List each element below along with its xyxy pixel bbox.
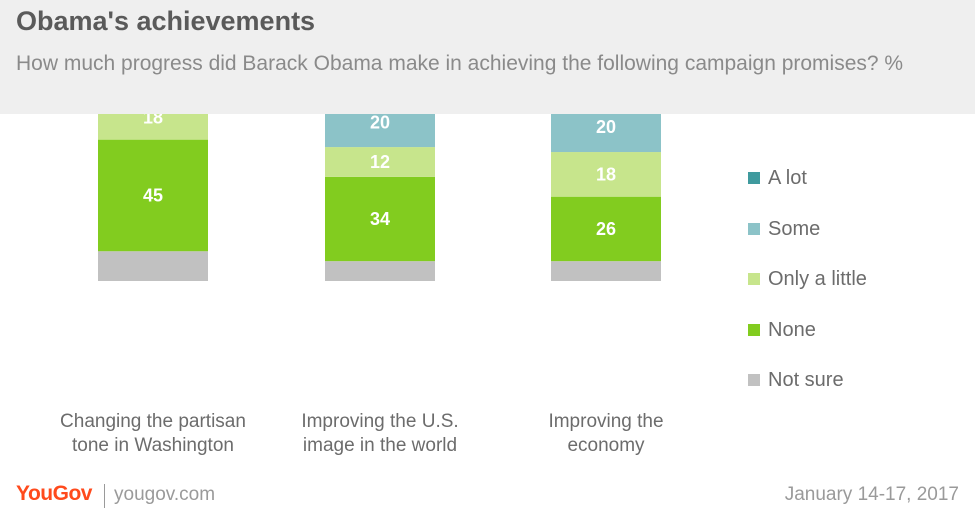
chart-title: Obama's achievements (16, 6, 316, 36)
legend-swatch (748, 323, 760, 336)
category-label-line: image in the world (302, 435, 458, 456)
bar-segment-not-sure (551, 261, 661, 281)
bar-segment-some (551, 114, 661, 153)
legend: A lot Some Only a little None Not sure (748, 164, 867, 417)
bar-segment-only-a-little (551, 152, 661, 197)
data-label: 18 (596, 164, 616, 184)
legend-label: Only a little (768, 268, 867, 290)
category-label-line: economy (567, 435, 645, 456)
bar-segment-only-a-little (325, 147, 435, 177)
category-label: Changing the partisan tone in Washington (53, 410, 253, 458)
category-label: Improving the U.S. image in the world (280, 410, 480, 458)
bar-segment-none (551, 196, 661, 262)
legend-item-not-sure: Not sure (748, 366, 867, 417)
legend-swatch (748, 222, 760, 235)
footer-divider (104, 484, 105, 508)
chart-subtitle: How much progress did Barack Obama make … (16, 52, 904, 75)
stacked-bar-chart: 451814113412202626182028 (98, 114, 661, 281)
data-label: 20 (596, 117, 616, 137)
footer-date: January 14-17, 2017 (784, 484, 959, 505)
legend-swatch (748, 172, 760, 184)
data-label: 20 (370, 114, 390, 132)
legend-label: None (768, 318, 816, 341)
category-label-line: tone in Washington (72, 435, 234, 456)
data-label: 26 (596, 219, 616, 239)
data-label: 18 (143, 114, 163, 127)
data-label: 45 (143, 185, 163, 205)
legend-label: Not sure (768, 369, 844, 391)
footer-site: yougov.com (114, 484, 216, 505)
legend-item-some: Some (748, 215, 867, 266)
bar-segment-none (325, 176, 435, 262)
header: Obama's achievements How much progress d… (0, 0, 975, 114)
bar-segment-none (98, 139, 208, 252)
legend-swatch (748, 273, 760, 285)
legend-swatch (748, 374, 760, 386)
bar-segment-only-a-little (98, 114, 208, 140)
data-label: 34 (370, 209, 390, 229)
category-label-line: Improving the (548, 411, 664, 432)
bar-segment-some (325, 114, 435, 148)
legend-item-none: None (748, 316, 867, 367)
bar-segment-not-sure (325, 261, 435, 281)
legend-item-a-lot: A lot (748, 164, 867, 215)
category-label-line: Improving the U.S. (301, 411, 459, 432)
yougov-logo: YouGov (16, 482, 92, 505)
legend-item-only-a-little: Only a little (748, 265, 867, 316)
legend-label: Some (768, 217, 821, 240)
bar-segment-not-sure (98, 251, 208, 281)
category-label-line: Changing the partisan (60, 411, 246, 432)
data-label: 12 (370, 152, 390, 172)
legend-label: A lot (768, 167, 807, 189)
category-label: Improving the economy (506, 410, 706, 458)
